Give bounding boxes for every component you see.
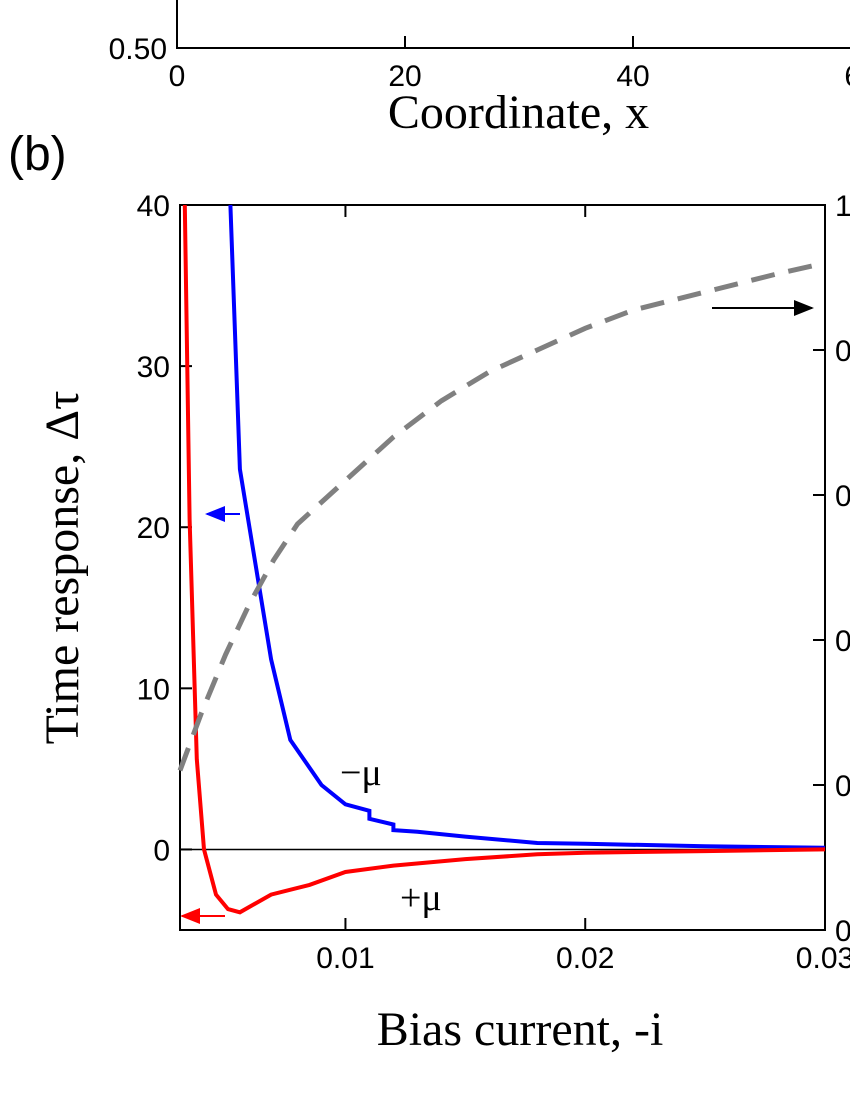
y2-tick-label: 0 <box>835 915 850 948</box>
y2-tick-label: 0.4 <box>835 625 850 658</box>
series-line <box>182 204 826 915</box>
x-tick-label: 0 <box>169 60 186 93</box>
x-axis-label: Bias current, -i <box>377 1003 664 1056</box>
x-axis-label: Coordinate, x <box>388 86 649 139</box>
y-tick-label: 0 <box>153 834 170 867</box>
y2-tick-label: 0.8 <box>835 335 850 368</box>
x-tick-label: 0.01 <box>316 942 374 975</box>
x-tick-label: 0.02 <box>556 942 614 975</box>
x-tick-label: 40 <box>616 60 649 93</box>
series-annotation: −μ <box>340 752 382 794</box>
plot-frame <box>179 204 826 931</box>
series-line <box>228 204 826 850</box>
y2-tick-label: 0.6 <box>835 480 850 513</box>
y-tick-label: 10 <box>137 673 170 706</box>
y-axis-label: Time response, Δτ <box>36 391 89 745</box>
panel-label: (b) <box>8 128 67 181</box>
y-tick-label: 0.50 <box>109 33 167 66</box>
x-tick-label: 0.03 <box>796 942 850 975</box>
y-tick-label: 30 <box>137 351 170 384</box>
y2-tick-label: 0.2 <box>835 770 850 803</box>
series-annotation: +μ <box>400 877 442 919</box>
plot-frame <box>176 0 850 49</box>
x-tick-label: 60 <box>844 60 850 93</box>
y-tick-label: 20 <box>137 512 170 545</box>
series-line <box>177 260 826 772</box>
y2-tick-label: 1 <box>835 190 850 223</box>
y-tick-label: 40 <box>137 190 170 223</box>
x-tick-label: 20 <box>388 60 421 93</box>
